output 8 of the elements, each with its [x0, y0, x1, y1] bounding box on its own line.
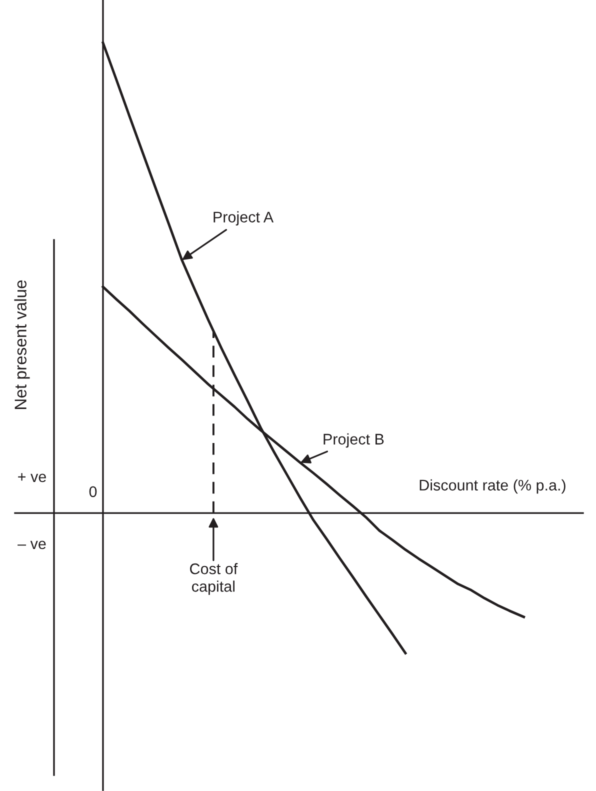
- y-axis-title: Net present value: [14, 280, 30, 409]
- annotation: 0: [89, 486, 97, 498]
- series-label: Project B: [324, 433, 384, 448]
- annotation: Cost of capital: [190, 563, 238, 595]
- text: + ve: [18, 473, 46, 482]
- text: – ve: [18, 540, 46, 550]
- x-axis-title: Discount rate (% p.a.): [420, 479, 566, 494]
- text: Project A: [214, 211, 274, 226]
